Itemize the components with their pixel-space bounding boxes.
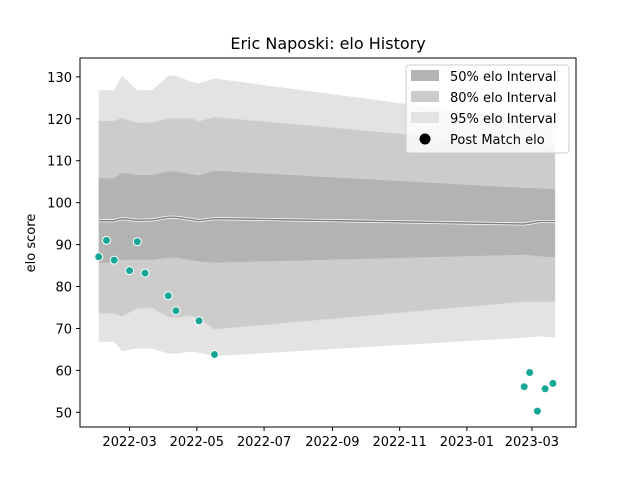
plot-frame xyxy=(79,57,577,428)
post-match-elo-point xyxy=(94,252,104,262)
post-match-elo-point xyxy=(540,384,550,394)
legend-box xyxy=(405,64,570,154)
y-tick-label: 60 xyxy=(55,364,72,379)
post-match-elo-point xyxy=(532,406,542,416)
legend-swatch xyxy=(411,70,439,81)
x-tick-label: 2022-05 xyxy=(170,435,224,450)
y-tick-label: 100 xyxy=(47,197,72,212)
post-match-elo-point xyxy=(109,255,119,265)
legend-label: 80% elo Interval xyxy=(450,91,557,106)
x-tick-label: 2022-09 xyxy=(305,435,359,450)
post-match-elo-point xyxy=(140,268,150,278)
x-tick-label: 2022-11 xyxy=(372,435,426,450)
y-tick-label: 90 xyxy=(55,239,72,254)
post-match-elo-point xyxy=(132,237,142,247)
post-match-elo-point xyxy=(519,382,529,392)
x-tick-label: 2022-03 xyxy=(102,435,156,450)
post-match-elo-point xyxy=(525,368,535,377)
post-match-elo-point xyxy=(163,291,173,301)
x-tick-label: 2023-03 xyxy=(505,435,559,450)
x-tick-label: 2022-07 xyxy=(237,435,291,450)
y-tick-label: 110 xyxy=(47,155,72,170)
y-tick-label: 50 xyxy=(55,406,72,421)
post-match-elo-point xyxy=(125,266,135,276)
y-tick-label: 120 xyxy=(47,113,72,128)
legend-label: Post Match elo xyxy=(450,133,545,148)
y-axis-label: elo score xyxy=(24,214,39,273)
legend-marker xyxy=(419,133,431,145)
y-tick-label: 130 xyxy=(47,71,72,86)
post-match-elo-point xyxy=(194,316,204,326)
post-match-elo-point xyxy=(102,235,111,245)
x-axis: 2022-03 2022-05 2022-07 2022-09 2022-11 2023-… xyxy=(102,427,559,450)
chart-title: Eric Naposki: elo History xyxy=(230,34,425,53)
y-tick-label: 80 xyxy=(55,281,72,296)
legend-swatch xyxy=(411,91,439,102)
x-tick-label: 2023-01 xyxy=(440,435,494,450)
post-match-elo-point xyxy=(171,306,181,316)
legend-label: 50% elo Interval xyxy=(450,70,557,85)
legend-label: 95% elo Interval xyxy=(450,112,557,127)
y-axis: 50 60 70 80 90 100 110 120 130 xyxy=(47,71,80,421)
legend: 50% elo Interval 80% elo Interval 95% elo … xyxy=(405,64,570,154)
band-50-interval xyxy=(98,170,556,263)
y-tick-label: 70 xyxy=(55,322,72,337)
legend-swatch xyxy=(411,112,439,123)
post-match-elo-point xyxy=(210,350,219,359)
mean-elo-line xyxy=(98,216,556,225)
post-match-elo-point xyxy=(548,378,558,388)
